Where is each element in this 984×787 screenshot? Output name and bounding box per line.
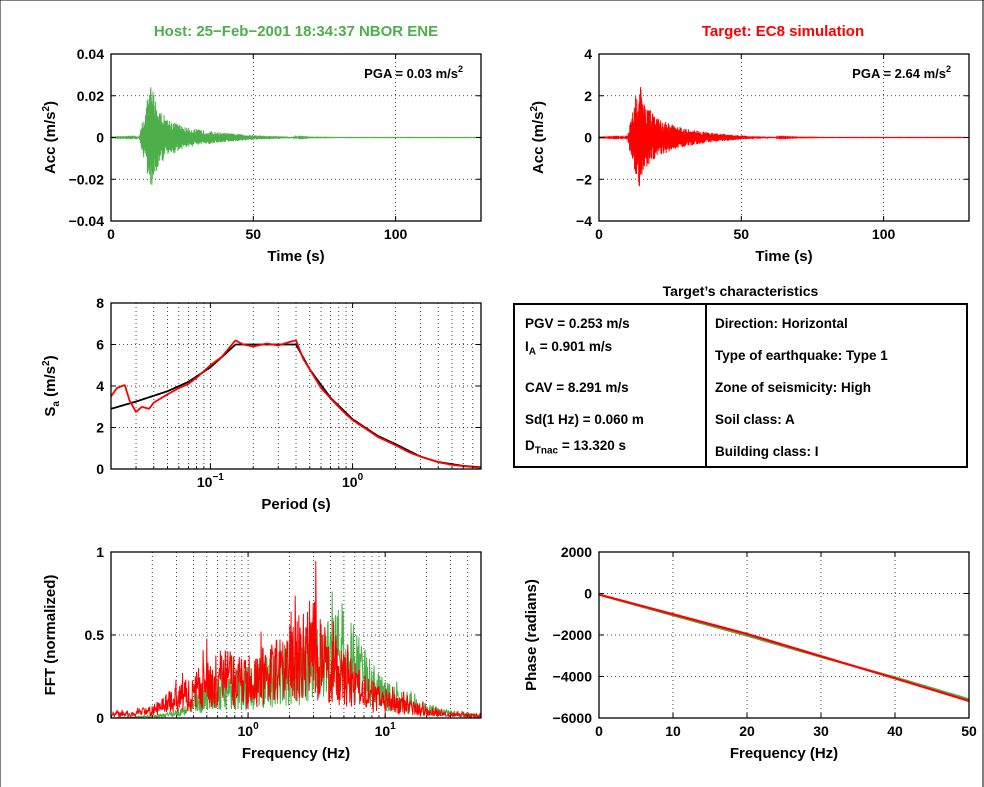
target-characteristics-table: PGV = 0.253 m/s IA = 0.901 m/s CAV = 8.2… bbox=[513, 303, 968, 468]
info-sd: Sd(1 Hz) = 0.060 m bbox=[525, 412, 644, 427]
y-tick-label: −4000 bbox=[553, 669, 593, 685]
x-tick-label: 0 bbox=[595, 723, 603, 739]
host-title: Host: 25−Feb−2001 18:34:37 NBOR ENE bbox=[154, 23, 438, 40]
info-seismicity-zone: Zone of seismicity: High bbox=[715, 380, 872, 395]
series-group bbox=[599, 87, 969, 187]
target-pga-label: PGA = 2.64 m/s2 bbox=[852, 64, 951, 81]
info-pgv: PGV = 0.253 m/s bbox=[525, 316, 630, 331]
host-pga-label: PGA = 0.03 m/s2 bbox=[364, 64, 463, 81]
info-ia-rest: = 0.901 m/s bbox=[536, 339, 613, 354]
ticks: 100 101 0 0.5 1 bbox=[85, 544, 481, 739]
x-tick-label: 100 bbox=[872, 226, 896, 242]
y-tick-label: −2000 bbox=[553, 627, 593, 643]
y-tick-label: −0.04 bbox=[69, 213, 105, 229]
y-axis-label: Phase (radians) bbox=[523, 579, 540, 691]
x-tick-label: 10−1 bbox=[197, 472, 224, 490]
y-tick-label: 0.5 bbox=[85, 627, 105, 643]
series-line-host bbox=[111, 87, 481, 185]
target-title: Target: EC8 simulation bbox=[702, 23, 864, 40]
x-tick-label: 10 bbox=[665, 723, 681, 739]
x-tick-label: 30 bbox=[813, 723, 829, 739]
x-axis-label: Frequency (Hz) bbox=[730, 745, 838, 762]
x-axis-label: Period (s) bbox=[261, 496, 330, 513]
info-left-column: PGV = 0.253 m/s IA = 0.901 m/s CAV = 8.2… bbox=[515, 305, 707, 466]
phase-plot: 0 10 20 30 40 50 −6000 −4000 −2000 0 2000 Frequency… bbox=[523, 544, 977, 762]
x-tick-label: 20 bbox=[739, 723, 755, 739]
info-earthquake-type: Type of earthquake: Type 1 bbox=[715, 348, 888, 363]
x-tick-label: 0 bbox=[107, 226, 115, 242]
y-axis-label: Sa (m/s2) bbox=[41, 355, 62, 416]
x-axis-label: Time (s) bbox=[755, 248, 812, 265]
host-pga-exp: 2 bbox=[458, 64, 463, 74]
info-right-column: Direction: Horizontal Type of earthquake… bbox=[705, 305, 966, 466]
x-tick-label: 50 bbox=[734, 226, 750, 242]
x-tick-label: 50 bbox=[246, 226, 262, 242]
y-tick-label: 0 bbox=[96, 710, 104, 726]
info-building-class: Building class: I bbox=[715, 444, 819, 459]
ticks: 10−1 100 0 2 4 6 8 bbox=[96, 295, 481, 490]
x-axis-label: Frequency (Hz) bbox=[242, 745, 350, 762]
series-line-target bbox=[599, 593, 969, 703]
y-tick-label: −4 bbox=[576, 213, 592, 229]
y-tick-label: 0 bbox=[584, 130, 592, 146]
info-ia-sub: A bbox=[528, 346, 536, 358]
series-line-target bbox=[111, 560, 481, 718]
info-table-title: Target’s characteristics bbox=[662, 283, 819, 299]
y-axis-label: Acc (m/s2) bbox=[41, 101, 59, 174]
series-line-target bbox=[111, 339, 481, 469]
y-tick-label: 4 bbox=[584, 46, 592, 62]
info-soil-class: Soil class: A bbox=[715, 412, 795, 427]
y-axis-label: FFT (normalized) bbox=[42, 575, 59, 696]
y-axis-label: Acc (m/s2) bbox=[529, 101, 547, 174]
response-spectrum-plot: 10−1 100 0 2 4 6 8 Period (s) Sa (m/s2) bbox=[41, 295, 482, 513]
y-tick-label: −0.02 bbox=[69, 171, 105, 187]
y-tick-label: 2 bbox=[96, 420, 104, 436]
y-tick-label: 4 bbox=[96, 378, 104, 394]
y-tick-label: 2 bbox=[584, 88, 592, 104]
target-pga-exp: 2 bbox=[946, 64, 951, 74]
y-tick-label: 0 bbox=[96, 461, 104, 477]
series-group bbox=[111, 560, 481, 718]
x-tick-label: 101 bbox=[375, 721, 397, 739]
host-acceleration-plot: 0 50 100 −0.04 −0.02 0 0.02 0.04 Time (s) Acc (m/… bbox=[41, 46, 482, 265]
x-tick-label: 50 bbox=[961, 723, 977, 739]
x-tick-label: 100 bbox=[238, 721, 260, 739]
y-tick-label: 1 bbox=[96, 544, 104, 560]
ticks: 0 10 20 30 40 50 −6000 −4000 −2000 0 2000 bbox=[553, 544, 977, 739]
info-dtnac-sub: Tnac bbox=[534, 445, 559, 457]
info-ia-main: I bbox=[525, 339, 529, 354]
target-acceleration-plot: 0 50 100 −4 −2 0 2 4 Time (s) Acc (m/s2) bbox=[529, 46, 970, 265]
y-tick-label: 0.02 bbox=[77, 88, 104, 104]
y-tick-label: −2 bbox=[576, 171, 592, 187]
y-tick-label: 0 bbox=[584, 586, 592, 602]
info-dtnac-main: D bbox=[525, 438, 535, 453]
x-tick-label: 0 bbox=[595, 226, 603, 242]
y-tick-label: 0 bbox=[96, 130, 104, 146]
series-group bbox=[111, 87, 481, 185]
ticks: 0 50 100 −0.04 −0.02 0 0.02 0.04 bbox=[69, 46, 481, 242]
grid bbox=[599, 552, 969, 718]
info-dtnac: DTnac = 13.320 s bbox=[525, 438, 626, 457]
info-cav: CAV = 8.291 m/s bbox=[525, 380, 629, 395]
ticks: 0 50 100 −4 −2 0 2 4 bbox=[576, 46, 969, 242]
host-pga-text: PGA = 0.03 m/s bbox=[364, 66, 458, 81]
info-direction: Direction: Horizontal bbox=[715, 316, 848, 331]
fft-plot: 100 101 0 0.5 1 Frequency (Hz) FFT (normalized… bbox=[42, 544, 482, 762]
y-tick-label: 8 bbox=[96, 295, 104, 311]
x-axis-label: Time (s) bbox=[267, 248, 324, 265]
info-dtnac-rest: = 13.320 s bbox=[558, 438, 627, 453]
series-line-target bbox=[599, 87, 969, 187]
y-tick-label: 2000 bbox=[561, 544, 592, 560]
x-tick-label: 100 bbox=[384, 226, 408, 242]
y-tick-label: 6 bbox=[96, 337, 104, 353]
target-pga-text: PGA = 2.64 m/s bbox=[852, 66, 946, 81]
x-tick-label: 100 bbox=[342, 472, 364, 490]
y-tick-label: −6000 bbox=[553, 710, 593, 726]
y-tick-label: 0.04 bbox=[77, 46, 104, 62]
series-group bbox=[111, 339, 481, 469]
series-group bbox=[599, 593, 969, 703]
x-tick-label: 40 bbox=[887, 723, 903, 739]
info-ia: IA = 0.901 m/s bbox=[525, 339, 612, 358]
